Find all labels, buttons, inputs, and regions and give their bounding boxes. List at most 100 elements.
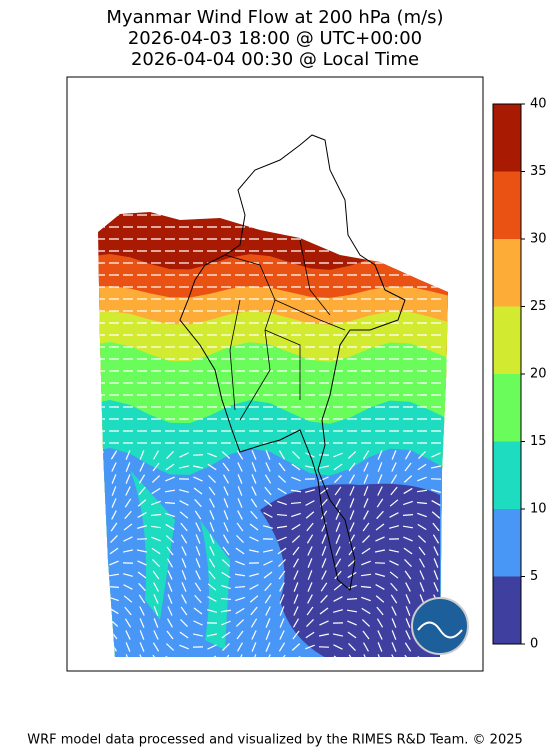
wind-barb (98, 534, 103, 544)
wind-barb (165, 535, 175, 543)
wind-barb (138, 594, 146, 604)
wind-barb (361, 596, 371, 602)
wind-barb (123, 595, 133, 603)
wind-barb (222, 643, 230, 651)
wind-barb (403, 536, 413, 542)
wind-barb (125, 486, 131, 496)
wind-barb (165, 655, 175, 657)
colorbar-tick-label: 15 (530, 434, 547, 449)
wind-barb (137, 560, 147, 566)
wind-barb (150, 525, 162, 529)
wind-barb (152, 570, 160, 580)
wind-barb (194, 582, 202, 592)
wind-barb (431, 452, 441, 458)
wind-barb (305, 644, 315, 650)
wind-barb (376, 618, 384, 628)
wind-barb (125, 654, 131, 657)
wind-barb (207, 644, 217, 650)
wind-barb (221, 559, 231, 567)
wind-barb (208, 570, 216, 580)
wind-barb (237, 486, 243, 496)
wind-barb (138, 474, 146, 484)
wind-barb (193, 487, 203, 495)
wind-barb (403, 500, 413, 506)
wind-barb (391, 462, 397, 472)
wind-barb (377, 642, 383, 652)
wind-barb (293, 582, 299, 592)
wind-barb (180, 619, 188, 627)
wind-barb (263, 512, 273, 518)
wind-barb (291, 512, 301, 518)
wind-barb (123, 536, 133, 542)
wind-barb (277, 536, 287, 542)
wind-barb (433, 582, 439, 592)
wind-barb (349, 522, 355, 532)
wind-barb (264, 474, 272, 484)
wind-barb (166, 630, 174, 640)
colorbar-segment (493, 576, 521, 644)
wind-barb (391, 654, 397, 657)
wind-barb (223, 510, 229, 520)
colorbar-tick-label: 5 (530, 569, 538, 584)
wind-barb (209, 546, 215, 556)
wind-barb (291, 463, 301, 471)
wind-barb (237, 654, 243, 657)
wind-barb (279, 630, 285, 640)
wind-barb (320, 594, 328, 604)
wind-barb (98, 643, 104, 651)
wind-barb (111, 510, 117, 520)
wind-barb (278, 462, 286, 472)
wind-barb (335, 498, 341, 508)
wind-barb (151, 536, 161, 542)
wind-barb (151, 475, 161, 483)
colorbar-tick-label: 10 (530, 502, 547, 517)
wind-barb (361, 560, 371, 566)
wind-barb (375, 595, 385, 603)
wind-barb (391, 450, 397, 460)
wind-barb (123, 584, 133, 590)
wind-barb (111, 474, 117, 484)
wind-barb (391, 642, 397, 652)
wind-barb (292, 451, 300, 459)
wind-barb (152, 559, 160, 567)
wind-barb (377, 654, 383, 657)
wind-barb (166, 558, 174, 568)
wind-barb (333, 463, 343, 471)
wind-barb (109, 596, 119, 602)
wind-barb (276, 513, 288, 517)
wind-barb (279, 606, 285, 616)
colorbar-tick-label: 30 (530, 232, 547, 247)
wind-barb (179, 658, 189, 659)
wind-barb (195, 558, 201, 568)
wind-barb (363, 642, 369, 652)
wind-barb (361, 619, 371, 627)
wind-barb (305, 631, 315, 639)
colorbar-segment (493, 441, 521, 509)
wind-barb (208, 475, 216, 483)
wind-barb (179, 631, 189, 639)
wind-barb (206, 633, 218, 637)
wind-barb (307, 558, 313, 568)
wind-barb (417, 463, 427, 471)
wind-barb (150, 513, 162, 517)
wind-barb (249, 595, 259, 603)
wind-barb (391, 606, 397, 616)
wind-barb (193, 476, 203, 482)
wind-barb (305, 511, 315, 519)
wind-barb (348, 546, 356, 556)
wind-barb (222, 474, 230, 484)
wind-barb (153, 450, 159, 460)
wind-barb (349, 510, 355, 520)
wind-barb (165, 512, 175, 518)
wind-barb (122, 549, 134, 553)
wind-barb (251, 654, 257, 657)
wind-barb (433, 570, 439, 580)
wind-barb (98, 510, 103, 520)
colorbar-segment (493, 306, 521, 374)
wind-barb (402, 525, 414, 529)
wind-barb (263, 571, 273, 579)
wind-barb (209, 498, 215, 508)
wind-barb (235, 596, 245, 602)
wind-barb (290, 501, 302, 505)
wind-barb (390, 594, 398, 604)
